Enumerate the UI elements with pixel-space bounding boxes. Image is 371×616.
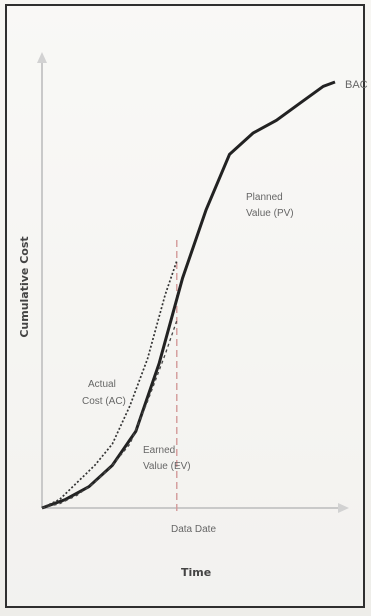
earned-value-series-line (41, 320, 178, 509)
actual-cost-label: Cost (AC) (82, 396, 126, 407)
planned-value-label: Value (PV) (246, 208, 294, 219)
x-axis-arrow (338, 503, 349, 513)
bac-label: BAC (345, 79, 368, 91)
actual-label: Actual (88, 379, 116, 390)
x-axis-title: Time (181, 566, 211, 579)
y-axis-title: Cumulative Cost (18, 236, 31, 337)
y-axis-arrow (37, 52, 47, 63)
actual-cost-series-line (41, 260, 178, 509)
planned-value-series-line (41, 80, 336, 510)
earned-label: Earned (143, 445, 175, 456)
planned-label: Planned (246, 192, 283, 203)
x-tick-label: Data Date (171, 524, 216, 535)
earned-value-label: Value (EV) (143, 461, 191, 472)
